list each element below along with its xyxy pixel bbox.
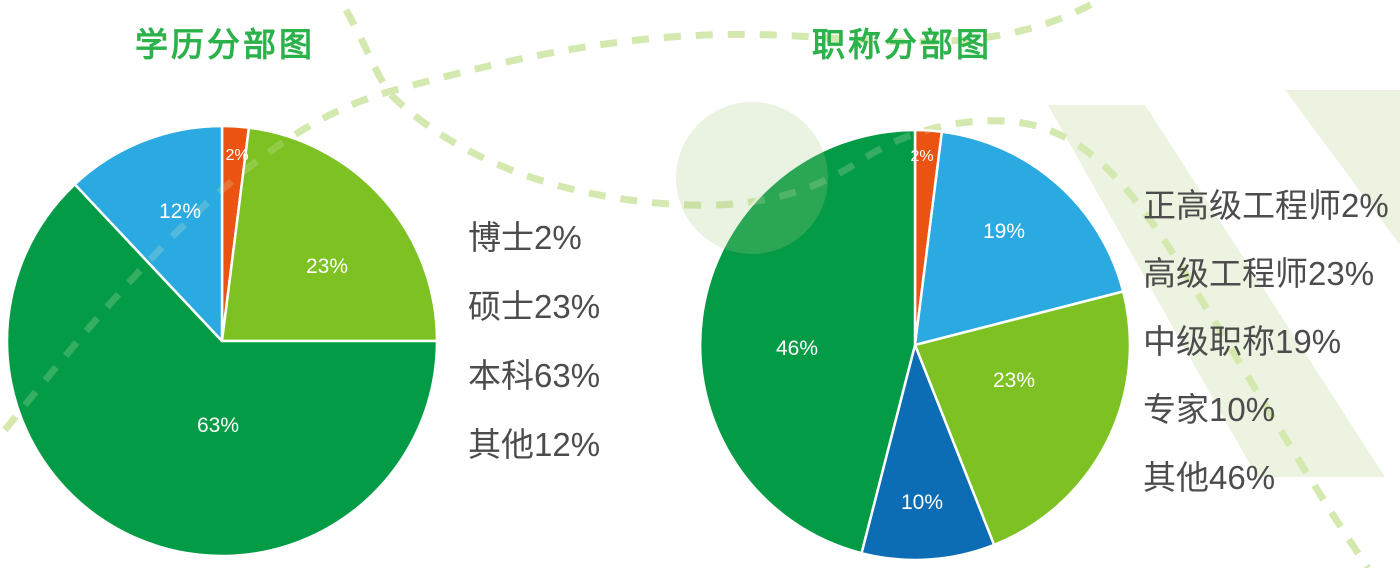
pie-slice [5,183,439,558]
pie-percent-label: 23% [305,255,349,278]
pie-slice [220,126,439,343]
pie-percent-label: 12% [158,200,202,223]
decor-circle [676,102,828,254]
pie-percent-label: 19% [982,220,1026,243]
pie-slice [73,124,224,343]
legend-item: 高级工程师23% [1143,255,1375,292]
pie-slice [860,343,996,562]
pie-percent-label: 10% [900,491,944,514]
pie-slice [913,130,1125,347]
pie-percent-label: 2% [910,148,934,165]
pie-percent-label: 2% [225,147,249,164]
jobtitle-chart-title: 职称分部图 [812,26,992,63]
legend-item: 正高级工程师2% [1143,187,1389,224]
legend-item: 中级职称19% [1143,323,1342,360]
pie-percent-label: 63% [196,414,240,437]
pie-percent-label: 46% [775,337,819,360]
legend-item: 硕士23% [468,288,601,325]
pie-percent-label: 23% [992,369,1036,392]
legend-item: 博士2% [468,219,582,256]
decor-band-2 [1285,90,1400,245]
dashed-curve-1 [0,0,1106,442]
education-chart-title: 学历分部图 [135,26,315,63]
legend-item: 本科63% [468,357,601,394]
pie-slice [913,290,1132,547]
legend-item: 专家10% [1143,391,1276,428]
legend-item: 其他46% [1143,459,1276,496]
dashed-curve-1-overlay [0,0,1106,442]
education-pie [5,124,439,558]
legend-item: 其他12% [468,426,601,463]
pie-slice [698,128,917,555]
jobtitle-legend: 正高级工程师2% 高级工程师23% 中级职称19% 专家10% 其他46% [1143,186,1389,498]
jobtitle-pie [698,128,1132,562]
education-legend: 博士2% 硕士23% 本科63% 其他12% [468,218,600,465]
